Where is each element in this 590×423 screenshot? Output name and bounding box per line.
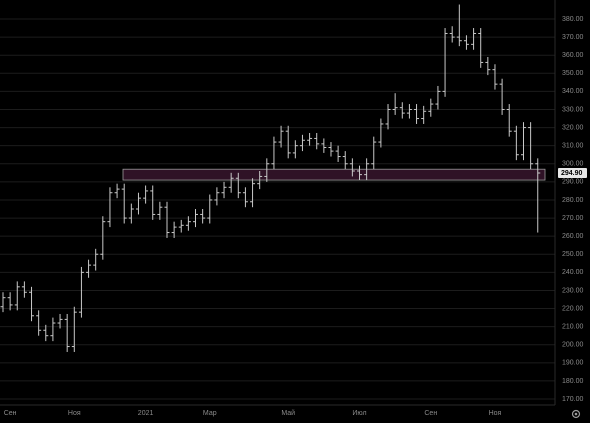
x-tick-label: Июл — [352, 410, 366, 417]
y-tick-label: 270.00 — [562, 215, 584, 222]
x-tick-label: Мар — [203, 410, 217, 417]
x-tick-label: Сен — [424, 410, 437, 417]
price-label: 294.90 — [561, 170, 583, 177]
y-tick-label: 200.00 — [562, 342, 584, 349]
x-tick-label: Ноя — [489, 410, 502, 417]
y-tick-label: 180.00 — [562, 378, 584, 385]
y-tick-label: 230.00 — [562, 287, 584, 294]
y-tick-label: 190.00 — [562, 360, 584, 367]
y-tick-label: 330.00 — [562, 106, 584, 113]
y-tick-label: 220.00 — [562, 305, 584, 312]
gear-hub — [574, 412, 578, 416]
y-tick-label: 300.00 — [562, 161, 584, 168]
x-tick-label: Сен — [4, 410, 17, 417]
y-tick-label: 320.00 — [562, 124, 584, 131]
settings-icon[interactable] — [571, 409, 581, 419]
y-tick-label: 310.00 — [562, 143, 584, 150]
y-tick-label: 210.00 — [562, 323, 584, 330]
y-tick-label: 170.00 — [562, 396, 584, 403]
y-tick-label: 280.00 — [562, 197, 584, 204]
x-tick-label: 2021 — [138, 410, 154, 417]
y-tick-label: 380.00 — [562, 16, 584, 23]
gear — [571, 409, 581, 419]
highlight-band — [122, 168, 546, 181]
y-tick-label: 350.00 — [562, 70, 584, 77]
y-tick-label: 370.00 — [562, 34, 584, 41]
price-label-box — [558, 168, 587, 179]
plot — [0, 18, 555, 400]
x-tick-label: Ноя — [68, 410, 81, 417]
y-tick-label: 260.00 — [562, 233, 584, 240]
y-tick-label: 290.00 — [562, 179, 584, 186]
x-tick-label: Май — [281, 409, 295, 417]
y-tick-label: 360.00 — [562, 52, 584, 59]
y-tick-label: 340.00 — [562, 88, 584, 95]
y-tick-label: 250.00 — [562, 251, 584, 258]
y-tick-label: 240.00 — [562, 269, 584, 276]
